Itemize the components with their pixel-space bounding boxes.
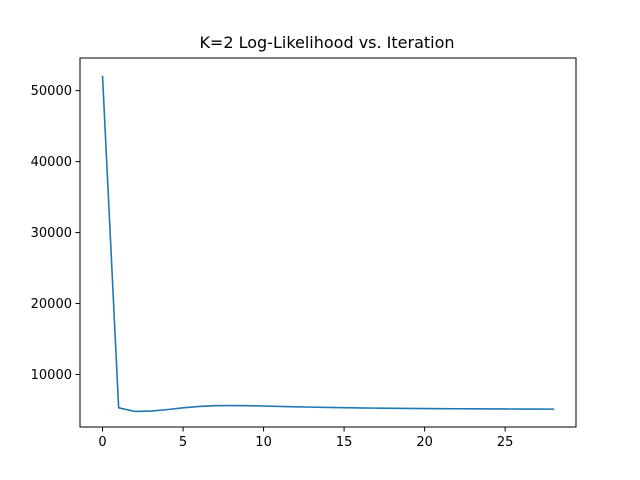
series-line-0 — [101, 75, 555, 413]
x-tick-label: 10 — [255, 435, 272, 450]
y-tick-label: 20000 — [31, 297, 72, 312]
x-tick-label: 5 — [179, 435, 187, 450]
y-tick-label: 40000 — [31, 155, 72, 170]
x-tick-label: 15 — [336, 435, 353, 450]
y-tick-label: 50000 — [31, 84, 72, 99]
x-tick-label: 25 — [497, 435, 514, 450]
plot-area: 0 5 10 15 20 25 10000 20000 30000 40000 50000 — [31, 57, 577, 450]
x-tick-label: 0 — [98, 435, 106, 450]
axes-frame — [79, 57, 577, 428]
chart-title: K=2 Log-Likelihood vs. Iteration — [199, 33, 454, 52]
y-tick-label: 10000 — [31, 368, 72, 383]
y-tick-label: 30000 — [31, 226, 72, 241]
x-tick-label: 20 — [416, 435, 433, 450]
